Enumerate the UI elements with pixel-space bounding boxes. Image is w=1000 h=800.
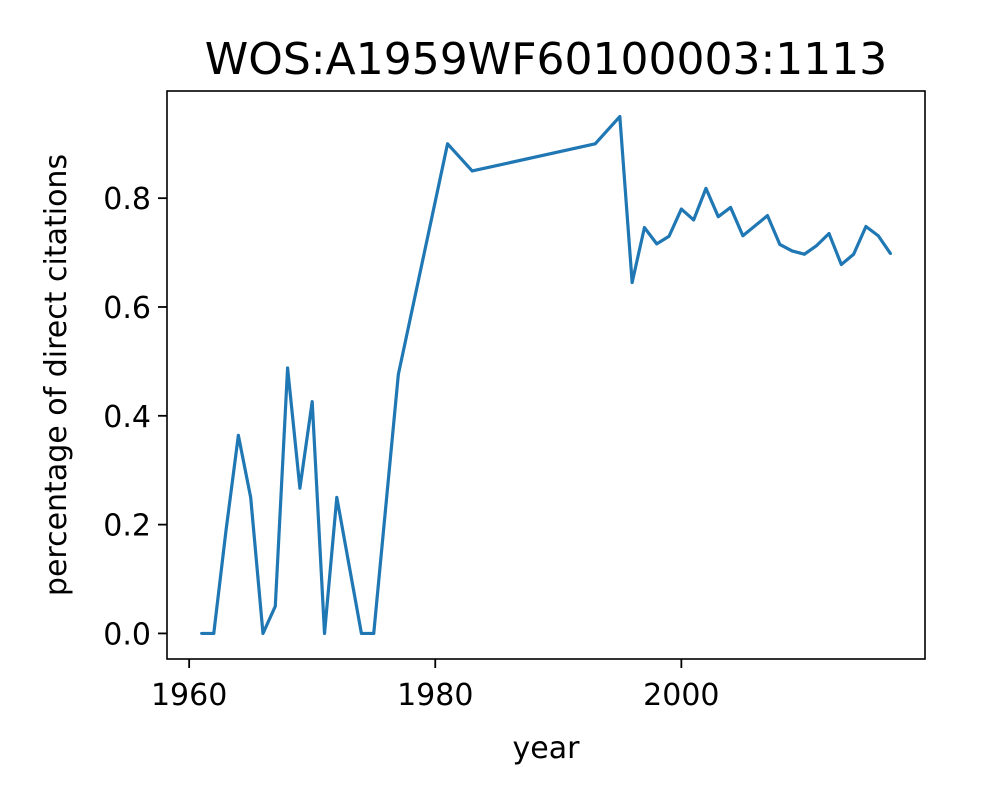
data-point xyxy=(298,486,302,490)
y-tick-label: 0.4 xyxy=(103,400,151,435)
y-tick-label: 0.8 xyxy=(103,182,151,217)
x-tick-label: 1980 xyxy=(397,678,473,713)
x-axis-label: year xyxy=(513,731,581,766)
data-point xyxy=(335,496,339,499)
data-point xyxy=(446,142,449,146)
data-point xyxy=(778,243,782,246)
series-line xyxy=(201,114,892,636)
data-point xyxy=(729,206,732,209)
data-point xyxy=(876,234,880,238)
data-point xyxy=(249,496,253,499)
data-point xyxy=(803,252,806,256)
data-point xyxy=(630,281,634,284)
y-axis-label: percentage of direct citations xyxy=(39,154,74,596)
data-point xyxy=(470,169,474,173)
data-point xyxy=(643,226,646,229)
data-point xyxy=(310,400,314,404)
data-point xyxy=(766,214,769,217)
data-point xyxy=(692,218,696,222)
data-point xyxy=(790,249,794,253)
data-point xyxy=(864,225,868,228)
x-tick-label: 2000 xyxy=(643,678,719,713)
data-point xyxy=(261,632,265,635)
data-point xyxy=(273,604,277,608)
chart-title: WOS:A1959WF60100003:1113 xyxy=(205,34,888,85)
y-tick-label: 0.2 xyxy=(103,509,151,544)
data-point xyxy=(679,207,683,211)
data-point xyxy=(839,263,843,266)
data-point xyxy=(741,234,745,238)
data-point xyxy=(889,252,892,256)
data-point xyxy=(593,142,597,146)
y-tick-label: 0.6 xyxy=(103,291,151,326)
plot-frame xyxy=(166,90,926,660)
x-tick-label: 1960 xyxy=(151,678,227,713)
data-point xyxy=(360,632,363,635)
data-point xyxy=(716,215,720,219)
data-point xyxy=(323,632,326,635)
y-tick-label: 0.0 xyxy=(103,617,151,652)
data-point xyxy=(286,366,289,370)
data-point xyxy=(236,433,240,437)
data-point xyxy=(815,244,819,247)
data-point xyxy=(372,632,376,635)
data-point xyxy=(667,234,671,238)
data-point xyxy=(224,528,228,532)
data-point xyxy=(827,232,831,235)
data-point xyxy=(704,186,708,190)
data-point xyxy=(200,632,203,635)
x-axis: 1960 1980 2000 xyxy=(151,659,720,713)
data-point xyxy=(618,115,622,118)
data-point xyxy=(396,373,400,376)
y-axis: 0.0 0.2 0.4 0.6 0.8 xyxy=(103,182,167,652)
data-point xyxy=(212,632,216,635)
data-point xyxy=(655,242,659,246)
data-point xyxy=(852,252,856,256)
series-layer xyxy=(200,114,892,636)
